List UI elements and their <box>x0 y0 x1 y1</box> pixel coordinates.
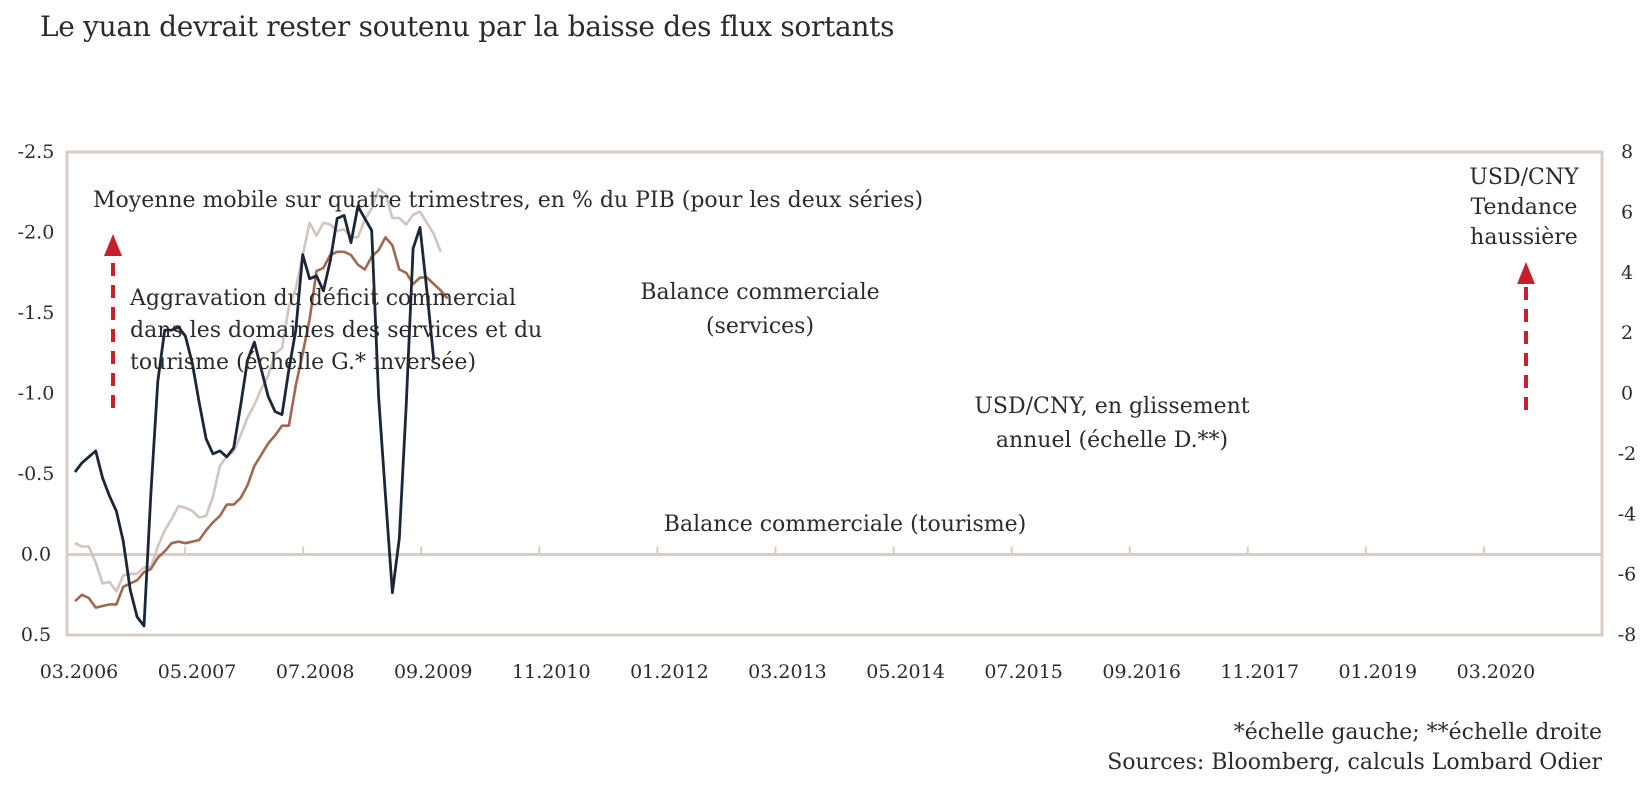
right-tick-label: 6 <box>1621 201 1633 223</box>
right-note-line-2: Tendance <box>1471 195 1578 220</box>
x-tick-label: 03.2020 <box>1457 661 1536 683</box>
x-tick-label: 09.2009 <box>394 661 473 683</box>
chart-title: Le yuan devrait rester soutenu par la ba… <box>40 10 895 43</box>
right-note-line-1: USD/CNY <box>1469 165 1579 190</box>
x-tick-label: 07.2008 <box>276 661 355 683</box>
services-series-label-line-2: (services) <box>706 314 814 339</box>
x-tick-label: 05.2007 <box>158 661 237 683</box>
x-tick-label: 11.2010 <box>512 661 591 683</box>
right-tick-label: 2 <box>1621 322 1633 344</box>
x-tick-label: 05.2014 <box>866 661 945 683</box>
left-note-line-3: tourisme (échelle G.* inversée) <box>130 350 476 375</box>
left-note-line-2: dans les domaines des services et du <box>130 318 542 343</box>
left-tick-label: -1.0 <box>18 383 55 405</box>
x-tick-label: 01.2012 <box>630 661 709 683</box>
left-note-line-1: Aggravation du déficit commercial <box>129 286 516 311</box>
usdcny-series-label-line-1: USD/CNY, en glissement <box>974 394 1249 419</box>
x-tick-label: 09.2016 <box>1102 661 1181 683</box>
usdcny-series-line <box>73 204 436 628</box>
right-tick-label: -2 <box>1618 443 1637 465</box>
source-block: *échelle gauche; **échelle droite Source… <box>1107 718 1602 778</box>
series-layer <box>73 187 449 628</box>
x-tick-label: 03.2006 <box>40 661 119 683</box>
services-series-line <box>74 187 442 593</box>
right-tick-label: 8 <box>1621 141 1633 163</box>
x-tick-marks <box>184 546 1485 555</box>
left-tick-label: 0.0 <box>21 544 51 566</box>
sources-note: Sources: Bloomberg, calculs Lombard Odie… <box>1107 750 1602 775</box>
x-tick-label: 11.2017 <box>1220 661 1299 683</box>
x-tick-labels: 03.2006 05.2007 07.2008 09.2009 11.2010 01.20… <box>40 661 1536 683</box>
right-axis-tick-labels: 8 6 4 2 0 -2 -4 -6 -8 <box>1618 141 1637 646</box>
left-axis-tick-labels: -2.5 -2.0 -1.5 -1.0 -0.5 0.0 0.5 <box>18 141 55 646</box>
right-tick-label: 4 <box>1621 262 1633 284</box>
scale-footnote: *échelle gauche; **échelle droite <box>1233 720 1602 745</box>
left-tick-label: -0.5 <box>18 463 55 485</box>
right-up-arrow-icon <box>1517 262 1535 410</box>
plot-frame <box>65 150 1604 637</box>
left-tick-label: -2.5 <box>18 141 55 163</box>
right-tick-label: -8 <box>1618 624 1637 646</box>
x-tick-label: 07.2015 <box>984 661 1063 683</box>
right-tick-label: -6 <box>1618 564 1637 586</box>
usdcny-series-label-line-2: annuel (échelle D.**) <box>996 428 1228 453</box>
chart-subtitle: Moyenne mobile sur quatre trimestres, en… <box>93 188 923 213</box>
right-note-line-3: haussière <box>1470 225 1578 250</box>
right-tick-label: 0 <box>1621 383 1633 405</box>
tourism-series-line <box>74 236 449 609</box>
x-tick-label: 01.2019 <box>1339 661 1418 683</box>
right-tick-label: -4 <box>1618 503 1637 525</box>
left-tick-label: 0.5 <box>21 624 51 646</box>
services-series-label-line-1: Balance commerciale <box>640 280 879 305</box>
tourism-series-label: Balance commerciale (tourisme) <box>664 512 1026 537</box>
x-tick-label: 03.2013 <box>748 661 827 683</box>
left-tick-label: -2.0 <box>18 222 55 244</box>
left-tick-label: -1.5 <box>18 302 55 324</box>
left-up-arrow-icon <box>104 234 122 408</box>
